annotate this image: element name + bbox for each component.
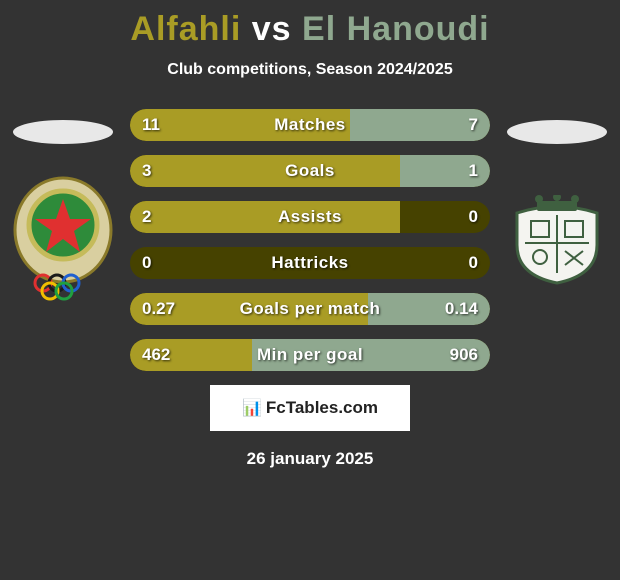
club-badge-right: [507, 180, 607, 300]
subtitle: Club competitions, Season 2024/2025: [0, 61, 620, 79]
stat-value-left: 0.27: [142, 293, 175, 325]
comparison-title: Alfahli vs El Hanoudi: [0, 0, 620, 49]
left-club-column: [8, 120, 118, 300]
stat-row: Matches11 7: [130, 109, 490, 141]
title-vs: vs: [252, 10, 292, 48]
right-club-column: [502, 120, 612, 300]
stat-value-left: 2: [142, 201, 151, 233]
stat-label: Goals per match: [130, 293, 490, 325]
date-line: 26 january 2025: [0, 449, 620, 469]
club-badge-left: [13, 180, 113, 300]
brand-label: FcTables.com: [266, 398, 378, 418]
chart-icon: 📊: [242, 398, 262, 418]
title-player-left: Alfahli: [130, 10, 241, 48]
stat-value-left: 11: [142, 109, 160, 141]
club-badge-left-svg: [13, 175, 113, 305]
brand-box[interactable]: 📊 FcTables.com: [210, 385, 410, 431]
stat-row: Assists2 0: [130, 201, 490, 233]
stat-label: Assists: [130, 201, 490, 233]
stat-label: Matches: [130, 109, 490, 141]
stat-value-left: 462: [142, 339, 170, 371]
club-badge-right-svg: [507, 195, 607, 285]
stat-value-right: 0.14: [445, 293, 478, 325]
stat-value-left: 3: [142, 155, 151, 187]
shadow-ellipse-right: [507, 120, 607, 144]
shadow-ellipse-left: [13, 120, 113, 144]
stat-row: Min per goal462 906: [130, 339, 490, 371]
stat-value-right: 0: [469, 247, 478, 279]
stat-label: Min per goal: [130, 339, 490, 371]
stat-value-right: 1: [469, 155, 478, 187]
stat-row: Goals3 1: [130, 155, 490, 187]
brand-text: 📊 FcTables.com: [242, 398, 378, 418]
stat-value-right: 7: [469, 109, 478, 141]
stat-value-right: 0: [469, 201, 478, 233]
stat-value-left: 0: [142, 247, 151, 279]
stat-row: Goals per match0.27 0.14: [130, 293, 490, 325]
stat-label: Goals: [130, 155, 490, 187]
stat-label: Hattricks: [130, 247, 490, 279]
stat-value-right: 906: [450, 339, 478, 371]
stat-row: Hattricks0 0: [130, 247, 490, 279]
title-player-right: El Hanoudi: [302, 10, 490, 48]
